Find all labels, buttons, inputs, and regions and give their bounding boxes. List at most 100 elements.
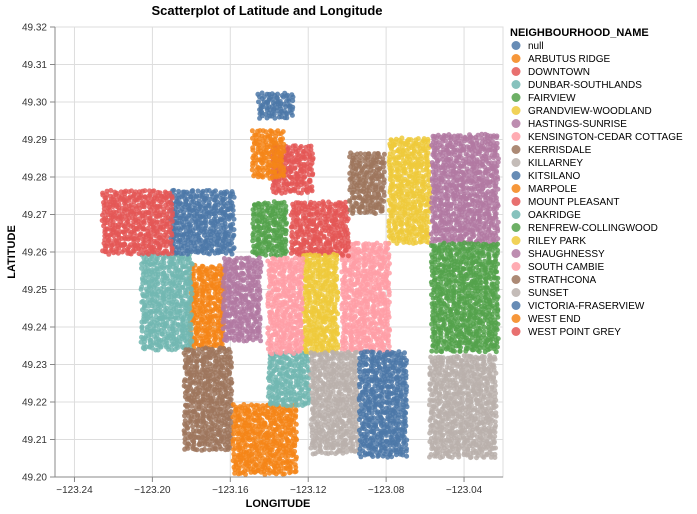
data-point <box>178 303 184 309</box>
data-point <box>306 156 312 162</box>
data-point <box>140 307 145 313</box>
data-point <box>342 317 348 323</box>
data-point <box>305 189 311 195</box>
data-point <box>479 449 485 455</box>
data-point <box>184 404 190 410</box>
data-point <box>433 164 439 170</box>
data-point <box>298 208 304 214</box>
data-point <box>182 413 187 419</box>
data-point <box>387 327 393 333</box>
data-point <box>441 404 447 410</box>
data-point <box>409 206 414 212</box>
data-point <box>362 263 367 268</box>
data-point <box>398 223 404 228</box>
data-point <box>285 182 291 188</box>
data-point <box>223 224 229 230</box>
data-point <box>389 145 395 151</box>
data-point <box>293 408 299 414</box>
data-point <box>267 215 272 221</box>
data-point <box>464 179 469 185</box>
data-point <box>249 446 255 452</box>
data-point <box>402 161 408 167</box>
data-point <box>138 286 144 292</box>
data-point <box>229 251 235 257</box>
data-point <box>289 181 295 187</box>
data-point <box>174 330 180 336</box>
data-point <box>434 135 440 141</box>
data-point <box>355 240 361 246</box>
data-point <box>415 136 421 142</box>
region-killarney <box>426 353 499 461</box>
data-point <box>148 332 154 338</box>
data-point <box>293 421 299 427</box>
data-point <box>228 391 234 397</box>
data-point <box>443 138 449 144</box>
data-point <box>396 169 401 175</box>
data-point <box>204 309 210 314</box>
data-point <box>486 401 492 406</box>
data-point <box>168 316 173 322</box>
data-point <box>392 225 398 231</box>
data-point <box>263 241 269 247</box>
data-point <box>272 115 278 121</box>
data-point <box>147 322 153 328</box>
data-point <box>252 469 258 475</box>
data-point <box>187 333 193 339</box>
data-point <box>282 242 288 248</box>
data-point <box>237 417 243 423</box>
data-point <box>414 180 420 186</box>
data-point <box>494 135 500 140</box>
data-point <box>420 167 426 173</box>
region-marpole <box>230 401 299 477</box>
data-point <box>187 265 193 271</box>
data-point <box>423 202 429 208</box>
data-point <box>386 292 392 298</box>
data-point <box>298 190 304 196</box>
data-point <box>402 183 408 189</box>
data-point <box>427 418 433 423</box>
data-point <box>185 286 191 292</box>
data-point <box>426 172 432 178</box>
region-grandview-woodland <box>386 135 433 246</box>
data-point <box>218 446 224 452</box>
region-fairview <box>250 199 289 259</box>
data-point <box>289 112 295 118</box>
data-point <box>365 304 371 310</box>
data-point <box>371 273 377 278</box>
data-point <box>185 425 190 431</box>
data-point <box>290 94 296 100</box>
data-point <box>275 210 281 216</box>
data-point <box>260 104 266 110</box>
data-point <box>308 143 314 149</box>
data-point <box>226 371 232 377</box>
data-point <box>301 175 307 181</box>
data-point <box>208 355 213 361</box>
data-point <box>379 266 385 271</box>
data-point <box>282 251 288 257</box>
data-point <box>259 113 265 119</box>
data-point <box>191 276 197 282</box>
data-point <box>175 345 181 351</box>
data-point <box>283 104 289 110</box>
data-point <box>452 164 458 170</box>
data-point <box>448 158 453 164</box>
data-point <box>266 228 271 234</box>
data-point <box>226 216 232 222</box>
data-point <box>308 162 313 168</box>
data-point <box>487 183 493 189</box>
data-point <box>227 349 233 355</box>
data-point <box>444 416 449 422</box>
data-point <box>385 256 391 262</box>
data-point <box>228 380 234 386</box>
data-point <box>475 453 481 459</box>
data-point <box>180 232 186 238</box>
data-point <box>391 238 396 244</box>
data-point <box>469 433 475 439</box>
data-point <box>402 212 408 218</box>
data-point <box>283 231 289 237</box>
data-point <box>175 204 181 210</box>
data-point <box>386 224 392 230</box>
data-point <box>139 328 145 334</box>
data-point <box>183 270 189 276</box>
data-point <box>440 454 446 460</box>
